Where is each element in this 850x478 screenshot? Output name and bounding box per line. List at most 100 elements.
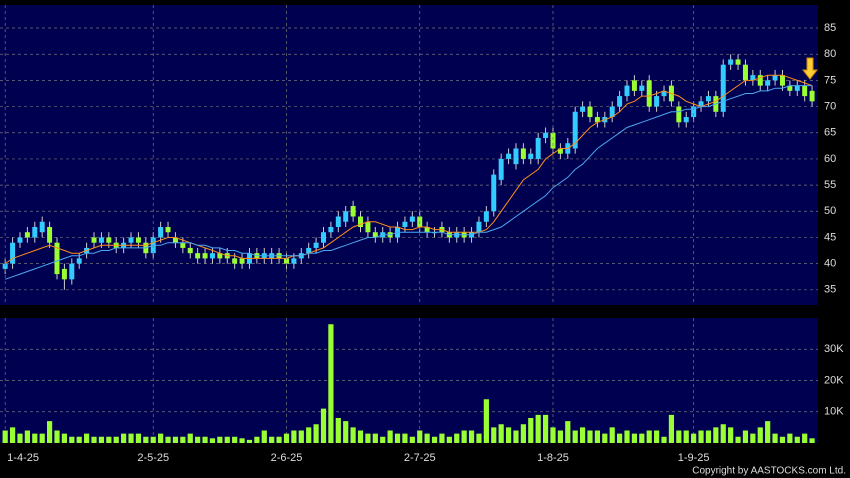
candle-body	[528, 153, 534, 159]
copyright: Copyright by AASTOCKS.com Ltd.	[692, 466, 846, 477]
volume-bar	[439, 433, 445, 443]
candle-body	[313, 242, 319, 248]
volume-bar	[61, 433, 68, 443]
volume-bar	[394, 433, 401, 443]
candle-body	[691, 106, 697, 118]
candle-body	[624, 85, 630, 97]
volume-bar	[165, 436, 171, 443]
candle-body	[661, 90, 667, 97]
volume-bar	[298, 430, 304, 443]
y-tick-label: 10K	[824, 406, 844, 418]
volume-bar	[209, 438, 216, 443]
volume-bar	[121, 433, 127, 443]
volume-bar	[69, 436, 75, 443]
volume-bar	[654, 430, 660, 443]
volume-bar	[135, 433, 142, 443]
volume-bar	[328, 324, 334, 443]
candle-body	[520, 148, 526, 159]
candle-body	[91, 237, 97, 243]
volume-bar	[365, 433, 371, 443]
candle-body	[343, 211, 349, 222]
candle-body	[106, 237, 112, 243]
candle-body	[98, 237, 104, 243]
volume-bar	[150, 436, 156, 443]
volume-bar	[380, 436, 386, 443]
candle-body	[498, 158, 504, 180]
volume-bar	[565, 421, 571, 443]
price-panel	[0, 5, 818, 305]
volume-bar	[320, 408, 327, 443]
candle-body	[128, 237, 134, 243]
candle-body	[654, 96, 660, 107]
volume-bar	[683, 430, 689, 443]
volume-bar	[587, 430, 593, 443]
y-tick-label: 60	[824, 153, 836, 165]
volume-bar	[742, 430, 749, 443]
volume-bar	[224, 436, 230, 443]
volume-bar	[809, 438, 815, 443]
candle-body	[476, 221, 482, 233]
candle-body	[2, 263, 8, 269]
volume-bar	[779, 436, 786, 443]
volume-bar	[246, 439, 253, 443]
volume-bar	[668, 414, 675, 443]
candle-body	[187, 247, 193, 254]
volume-bar	[720, 424, 726, 443]
candle-body	[631, 80, 637, 91]
volume-bar	[802, 433, 808, 443]
candle-body	[646, 80, 652, 107]
candle-body	[550, 132, 556, 149]
candle-body	[491, 174, 497, 212]
candle-body	[772, 75, 778, 81]
candle-body	[676, 106, 682, 123]
volume-bar	[550, 427, 556, 443]
volume-bar	[557, 430, 563, 443]
volume-bar	[291, 430, 297, 443]
candle-body	[432, 232, 438, 234]
volume-bar	[520, 424, 526, 443]
candle-body	[594, 117, 600, 123]
candle-body	[683, 117, 689, 123]
candle-body	[47, 226, 53, 243]
volume-bar	[787, 433, 793, 443]
x-tick-label: 2-7-25	[404, 452, 436, 464]
volume-bar	[468, 430, 475, 443]
volume-bar	[735, 436, 741, 443]
candle-body	[609, 106, 615, 118]
volume-bar	[431, 436, 438, 443]
volume-bar	[535, 414, 541, 443]
volume-bar	[387, 430, 393, 443]
candle-body	[365, 221, 371, 233]
volume-bar	[143, 436, 149, 443]
x-tick-label: 1-9-25	[678, 452, 710, 464]
volume-bar	[602, 433, 608, 443]
candle-body	[409, 216, 415, 222]
candle-body	[617, 96, 623, 107]
volume-bar	[254, 436, 260, 443]
candle-body	[720, 64, 726, 112]
x-tick-label: 2-5-25	[137, 452, 169, 464]
volume-bar	[661, 436, 667, 443]
candle-body	[750, 75, 756, 81]
volume-bar	[542, 414, 549, 443]
volume-bar	[313, 424, 319, 443]
candle-body	[802, 85, 808, 97]
candle-body	[239, 258, 245, 264]
volume-bar	[158, 433, 164, 443]
candle-body	[506, 153, 512, 159]
volume-bar	[631, 433, 638, 443]
x-tick-label: 2-6-25	[271, 452, 303, 464]
volume-bar	[646, 430, 652, 443]
candle-body	[794, 85, 800, 91]
x-tick-label: 1-8-25	[537, 452, 569, 464]
candle-body	[483, 211, 489, 222]
candle-body	[580, 106, 586, 112]
volume-bar	[91, 436, 97, 443]
candle-body	[165, 226, 171, 233]
y-tick-label: 20K	[824, 374, 844, 386]
candle-body	[779, 75, 785, 86]
volume-bar	[261, 430, 267, 443]
volume-bar	[417, 430, 423, 443]
volume-bar	[113, 436, 119, 443]
volume-bar	[232, 436, 238, 443]
